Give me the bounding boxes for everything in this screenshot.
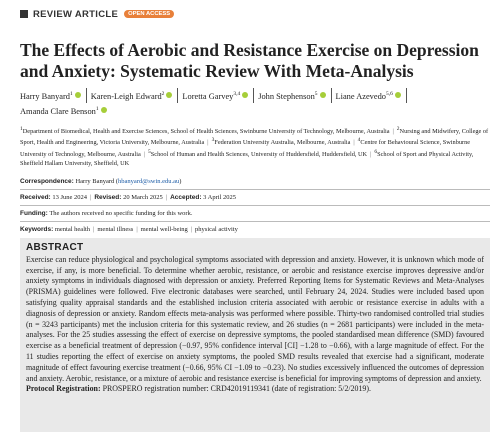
article-type: REVIEW ARTICLE <box>33 8 119 20</box>
author-name: Harry Banyard <box>20 91 70 101</box>
date: Received: 13 June 2024 <box>20 194 91 201</box>
date-value: 13 June 2024 <box>52 193 88 201</box>
affiliation-ref: 3,4 <box>233 91 241 97</box>
header: REVIEW ARTICLE OPEN ACCESS <box>20 6 490 22</box>
affiliation-ref: 2 <box>161 91 165 97</box>
affiliation: 6School of Sport and Physical Activity, … <box>20 148 474 168</box>
orcid-icon[interactable] <box>394 91 401 98</box>
label: Funding: <box>20 209 48 217</box>
author-name: John Stephenson <box>258 91 315 101</box>
title: The Effects of Aerobic and Resistance Ex… <box>20 40 479 81</box>
funding: Funding: The authors received no specifi… <box>20 204 490 217</box>
dates: Received: 13 June 2024Revised: 20 March … <box>20 188 490 201</box>
label: Protocol Registration: <box>26 384 101 394</box>
affiliation-num: 5 <box>148 148 151 155</box>
orcid-icon[interactable] <box>319 91 326 98</box>
orcid-icon[interactable] <box>242 91 249 98</box>
author: Amanda Clare Benson1 <box>20 103 112 118</box>
affiliation: 5School of Human and Health Sciences, Un… <box>148 148 371 158</box>
author-list: Harry Banyard1 Karen-Leigh Edward2 Loretta… <box>20 88 490 118</box>
date-label: Revised: <box>94 193 122 201</box>
text: ) <box>179 177 182 185</box>
abstract: ABSTRACT Exercise can reduce physiologic… <box>20 238 490 432</box>
author-name: Amanda Clare Benson <box>20 106 96 116</box>
correspondence: Correspondence: Harry Banyard (hbanyard@… <box>20 178 490 185</box>
label: Correspondence: <box>20 177 74 185</box>
orcid-icon[interactable] <box>74 91 81 98</box>
open-access-badge[interactable]: OPEN ACCESS <box>124 10 175 18</box>
affiliation-text: Federation University Australia, Melbour… <box>214 139 351 147</box>
affiliation-ref: 5 <box>314 91 318 97</box>
author-name: Liane Azevedo <box>335 91 386 101</box>
keyword[interactable]: mental well-being <box>141 226 192 233</box>
text: The authors received no specific funding… <box>49 209 193 217</box>
affiliation-text: Department of Biomedical, Health and Exe… <box>22 127 390 135</box>
keyword[interactable]: mental health <box>55 226 95 233</box>
affiliation-ref: 1 <box>95 105 99 112</box>
affiliation-text: Centre for Behavioural Science, Swinburn… <box>20 139 471 158</box>
author: John Stephenson5 <box>258 88 332 103</box>
date-value: 20 March 2025 <box>123 193 163 201</box>
affiliation-text: School of Sport and Physical Activity, S… <box>20 150 474 168</box>
keywords: Keywords: mental healthmental illness men… <box>20 220 490 233</box>
abstract-heading: ABSTRACT <box>26 242 84 253</box>
date: Revised: 20 March 2025 <box>94 194 167 201</box>
keyword[interactable]: physical activity <box>195 225 238 233</box>
text: PROSPERO registration number: CRD4201911… <box>102 384 371 394</box>
affiliation-num: 1 <box>20 125 23 132</box>
text: Harry Banyard ( <box>75 177 119 185</box>
orcid-icon[interactable] <box>100 106 107 113</box>
affiliation-ref: 5,6 <box>385 91 393 97</box>
affiliation-num: 2 <box>396 125 400 132</box>
affiliation-ref: 1 <box>70 91 73 97</box>
affiliation-num: 6 <box>374 148 378 155</box>
article-front: REVIEW ARTICLE OPEN ACCESS The Effects o… <box>20 6 490 233</box>
author-name: Karen-Leigh Edward <box>90 91 162 101</box>
label: Keywords: <box>20 225 54 233</box>
affiliation: 1Department of Biomedical, Health and Ex… <box>20 125 394 135</box>
author: Karen-Leigh Edward2 <box>91 88 179 103</box>
orcid-icon[interactable] <box>166 91 173 98</box>
date-label: Accepted: <box>170 193 202 201</box>
keyword[interactable]: mental illness <box>97 226 137 233</box>
protocol: Protocol Registration: PROSPERO registra… <box>26 384 484 395</box>
author-name: Loretta Garvey <box>182 91 234 101</box>
header-icon <box>20 10 28 18</box>
date-value: 3 April 2025 <box>203 193 237 201</box>
date: Accepted: 3 April 2025 <box>170 194 236 201</box>
affiliation-num: 4 <box>357 137 361 144</box>
affiliation-num: 3 <box>211 137 215 144</box>
author: Liane Azevedo5,6 <box>336 88 407 103</box>
email-link[interactable]: hbanyard@swin.edu.au <box>118 177 180 185</box>
affiliation-text: Nursing and Midwifery, College of Sport,… <box>20 127 489 147</box>
date-label: Received: <box>20 193 51 201</box>
abstract-text: Exercise can reduce physiological and ps… <box>26 254 484 383</box>
affiliation: 3Federation University Australia, Melbou… <box>211 137 355 147</box>
affiliations: 1Department of Biomedical, Health and Ex… <box>20 125 490 169</box>
affiliation-text: School of Human and Health Sciences, Uni… <box>150 150 368 158</box>
author: Loretta Garvey3,4 <box>182 88 255 103</box>
author: Harry Banyard1 <box>20 88 87 103</box>
